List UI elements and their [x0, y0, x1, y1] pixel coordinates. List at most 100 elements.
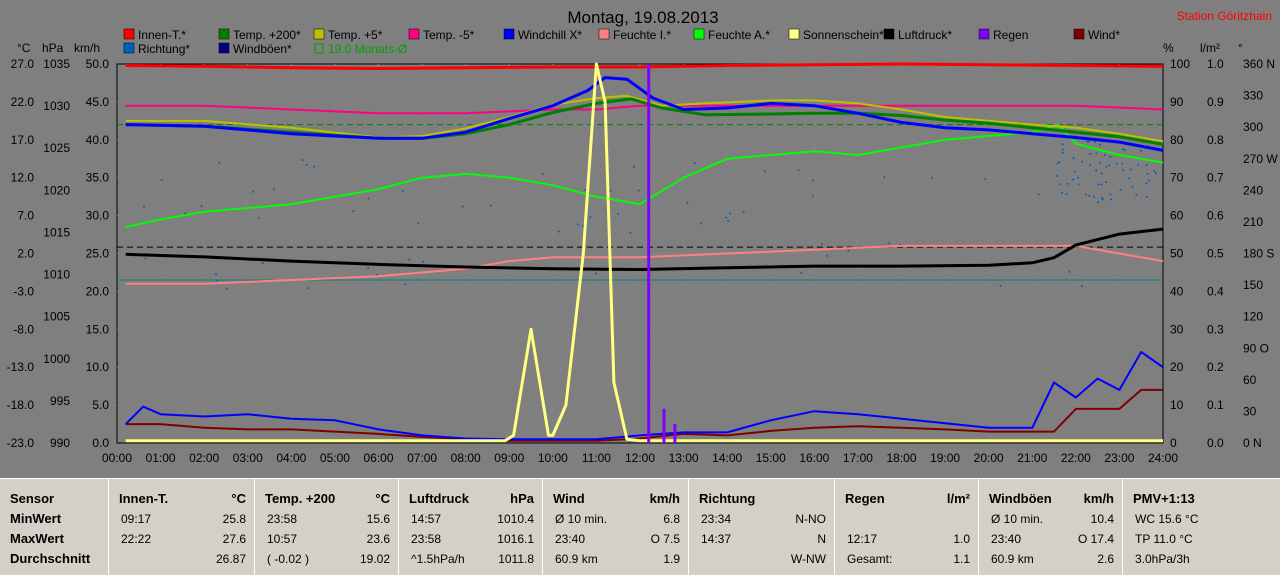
stats-row: 23:40 O 7.5 [555, 532, 680, 548]
stats-cell-label: TP 11.0 °C [1135, 532, 1193, 546]
direction-dot [401, 189, 404, 192]
x-tick-label: 11:00 [582, 451, 611, 465]
stats-row: 60.9 km 1.9 [555, 552, 680, 568]
humidity-tick-label: 60 [1170, 209, 1184, 223]
direction-dot [1061, 148, 1064, 151]
direction-dot [693, 162, 696, 165]
stats-row: 60.9 km 2.6 [991, 552, 1114, 568]
direction-dot [1037, 193, 1040, 196]
stats-row: 23:40 O 17.4 [991, 532, 1114, 548]
direction-tick-label: 360 N [1243, 57, 1275, 71]
direction-dot [1059, 183, 1062, 186]
direction-dot [1131, 185, 1134, 188]
direction-dot [1105, 165, 1108, 168]
x-tick-label: 17:00 [843, 451, 873, 465]
legend-label: Windchill X* [518, 28, 582, 42]
x-tick-label: 16:00 [799, 451, 829, 465]
stats-label-sensor: Sensor [10, 491, 55, 506]
direction-dot [1093, 195, 1096, 198]
x-tick-label: 24:00 [1148, 451, 1178, 465]
rain-tick-label: 0.4 [1207, 284, 1224, 298]
direction-dot [160, 179, 163, 182]
direction-dot [225, 287, 228, 290]
direction-dot [742, 211, 745, 214]
direction-dot [218, 161, 221, 164]
direction-dot [826, 254, 829, 257]
x-tick-label: 13:00 [669, 451, 699, 465]
stats-cell-label: Ø 10 min. [555, 512, 608, 526]
stats-cell-value: 25.8 [222, 512, 246, 526]
direction-dot [632, 165, 635, 168]
stats-box: PMV+1:13 WC 15.6 °C TP 11.0 °C 3.0hPa/3h [1122, 479, 1280, 575]
direction-dot [367, 197, 370, 200]
rain-tick-label: 0.2 [1207, 360, 1224, 374]
pressure-tick-label: 1000 [43, 352, 70, 366]
humidity-tick-label: 90 [1170, 95, 1184, 109]
x-tick-label: 21:00 [1017, 451, 1047, 465]
stats-box: Wind km/h Ø 10 min. 6.8 23:40 O 7.5 60.9 km 1.9 [542, 479, 688, 575]
direction-tick-label: 330 [1243, 89, 1263, 103]
stats-cell-label: 14:37 [701, 532, 732, 546]
stats-box-title: Temp. +200 °C [265, 491, 390, 506]
stats-box: Temp. +200 °C 23:58 15.6 10:57 23.6 ( -0.02 ) 1… [254, 479, 398, 575]
stats-cell-label: 60.9 km [555, 552, 598, 566]
direction-dot [594, 272, 597, 275]
x-tick-label: 00:00 [102, 451, 132, 465]
legend-swatch [598, 28, 610, 40]
stats-box-unit: °C [375, 491, 390, 506]
x-tick-label: 04:00 [276, 451, 306, 465]
stats-cell-label: 09:17 [121, 512, 152, 526]
direction-dot [200, 205, 203, 208]
stats-box: Luftdruck hPa 14:57 1010.4 23:58 1016.1 ^1.5hP… [398, 479, 542, 575]
stats-cell-value: 23.6 [366, 532, 390, 546]
temp-tick-label: -23.0 [7, 436, 35, 450]
direction-dot [541, 173, 544, 176]
direction-dot [1145, 163, 1148, 166]
stats-cell-value: 2.6 [1097, 552, 1114, 566]
direction-dot [1147, 179, 1150, 182]
direction-dot [143, 205, 146, 208]
stats-box-title: Windböen km/h [989, 491, 1114, 506]
stats-cell-value: W-NW [790, 552, 826, 566]
direction-tick-label: 0 N [1243, 436, 1262, 450]
temp-tick-label: 27.0 [11, 57, 35, 71]
axis-unit-rain: l/m² [1200, 41, 1220, 55]
stats-label-avg: Durchschnitt [10, 551, 91, 566]
direction-dot [557, 230, 560, 233]
direction-tick-label: 210 [1243, 215, 1263, 229]
humidity-tick-label: 0 [1170, 436, 1177, 450]
direction-dot [637, 189, 640, 192]
stats-cell-label: 23:58 [411, 532, 442, 546]
x-tick-label: 03:00 [233, 451, 263, 465]
wind-tick-label: 25.0 [86, 247, 110, 261]
direction-dot [1072, 178, 1075, 181]
direction-dot [1121, 148, 1124, 151]
wind-tick-label: 10.0 [86, 360, 110, 374]
rain-tick-label: 0.1 [1207, 398, 1224, 412]
station-label: Station Göritzhain [1177, 9, 1272, 23]
direction-tick-label: 270 W [1243, 152, 1278, 166]
direction-dot [581, 224, 584, 227]
legend-swatch [123, 42, 135, 54]
stats-cell-label: Ø 10 min. [991, 512, 1044, 526]
stats-cell-label: 12:17 [847, 532, 878, 546]
direction-dot [1105, 181, 1108, 184]
stats-row: TP 11.0 °C [1135, 532, 1272, 548]
direction-dot [1095, 152, 1098, 155]
x-tick-label: 05:00 [320, 451, 350, 465]
stats-box-title: Richtung [699, 491, 756, 506]
stats-row: 12:17 1.0 [847, 532, 970, 548]
direction-dot [257, 216, 260, 219]
direction-dot [821, 243, 824, 246]
direction-dot [1056, 175, 1059, 178]
temp-tick-label: 2.0 [17, 247, 34, 261]
direction-dot [1072, 157, 1075, 160]
stats-row: 23:58 15.6 [267, 512, 390, 528]
stats-row: 23:34 N-NO [701, 512, 826, 528]
wind-tick-label: 35.0 [86, 171, 110, 185]
pressure-tick-label: 1015 [43, 225, 70, 239]
stats-cell-label: 23:34 [701, 512, 732, 526]
stats-label-max: MaxWert [10, 531, 64, 546]
legend-swatch [314, 43, 324, 54]
direction-dot [576, 223, 579, 226]
